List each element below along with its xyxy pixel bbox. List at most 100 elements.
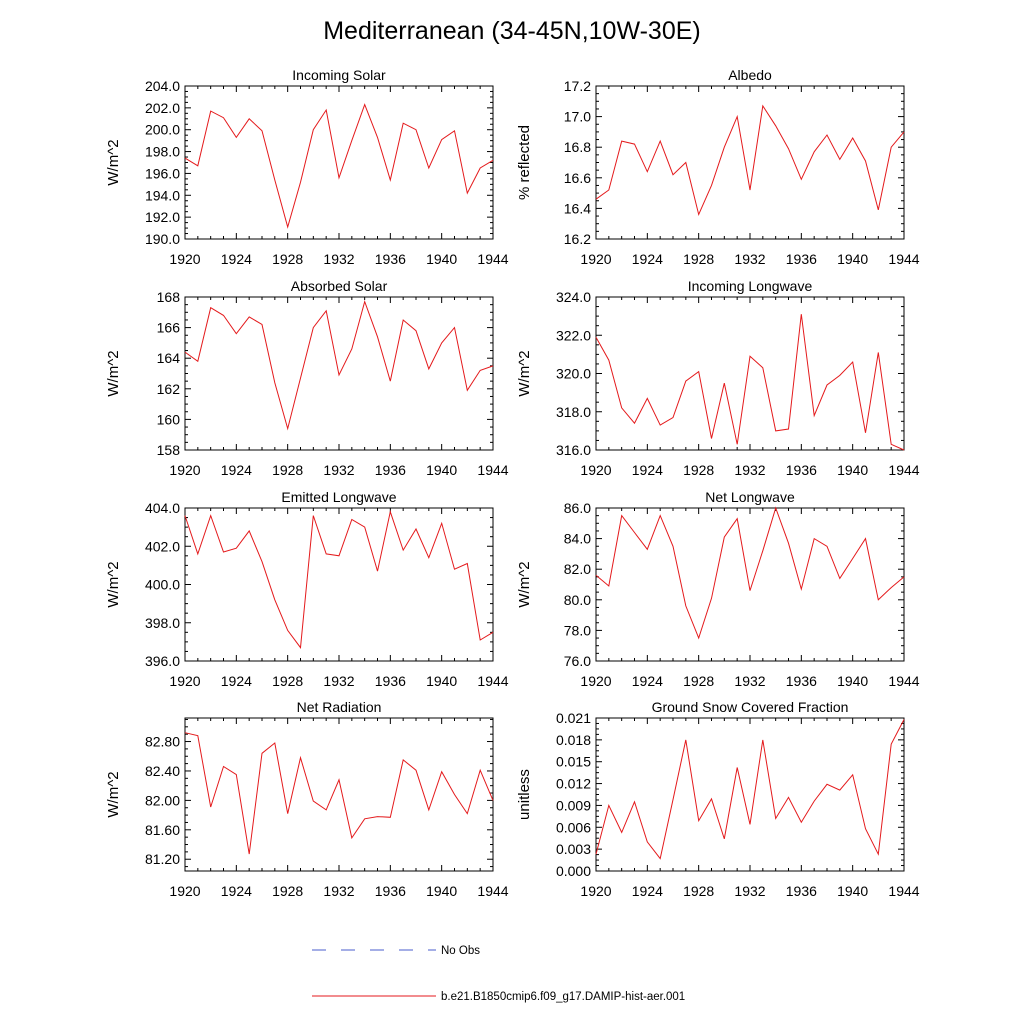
y-tick-label: 200.0 <box>145 122 180 138</box>
x-tick-label: 1920 <box>580 462 611 478</box>
x-tick-label: 1936 <box>786 883 817 899</box>
panel-title: Incoming Longwave <box>688 278 813 294</box>
y-tick-label: 198.0 <box>145 144 180 160</box>
plot-frame <box>184 85 494 240</box>
y-tick-label: 324.0 <box>556 289 591 305</box>
y-tick-label: 82.80 <box>145 734 180 750</box>
x-tick-label: 1936 <box>375 251 406 267</box>
x-tick-label: 1932 <box>323 883 354 899</box>
y-tick-label: 17.0 <box>564 109 591 125</box>
x-tick-label: 1924 <box>632 673 663 689</box>
x-tick-label: 1920 <box>580 251 611 267</box>
x-tick-label: 1944 <box>888 251 919 267</box>
x-tick-label: 1944 <box>477 462 508 478</box>
y-tick-label: 0.000 <box>556 863 591 879</box>
y-tick-label: 0.009 <box>556 797 591 813</box>
x-tick-label: 1928 <box>272 883 303 899</box>
y-axis-label: W/m^2 <box>105 139 122 185</box>
legend: No Obs b.e21.B1850cmip6.f09_g17.DAMIP-hi… <box>312 945 685 1003</box>
x-tick-label: 1936 <box>375 673 406 689</box>
panel-title: Albedo <box>728 67 772 83</box>
y-tick-label: 0.021 <box>556 710 591 726</box>
y-axis-label: W/m^2 <box>105 771 122 817</box>
y-tick-label: 158 <box>157 442 181 458</box>
x-tick-label: 1932 <box>323 673 354 689</box>
series-line <box>595 719 905 860</box>
y-tick-label: 398.0 <box>145 615 180 631</box>
figure-title: Mediterranean (34-45N,10W-30E) <box>323 17 701 45</box>
y-axis-label: W/m^2 <box>105 561 122 607</box>
y-tick-label: 81.60 <box>145 822 180 838</box>
series-line <box>595 104 905 217</box>
x-tick-label: 1928 <box>683 673 714 689</box>
x-tick-label: 1924 <box>221 883 252 899</box>
x-tick-label: 1940 <box>426 251 457 267</box>
panel-absorbed-solar: Absorbed Solar W/m^2 1920 1924 1928 1932 1936 1… <box>105 278 509 478</box>
x-tick-label: 1936 <box>786 251 817 267</box>
x-tick-label: 1924 <box>632 883 663 899</box>
y-tick-label: 84.0 <box>564 531 591 547</box>
y-tick-label: 204.0 <box>145 78 180 94</box>
x-tick-label: 1928 <box>683 883 714 899</box>
y-tick-label: 396.0 <box>145 653 180 669</box>
x-tick-label: 1932 <box>734 462 765 478</box>
y-tick-label: 400.0 <box>145 577 180 593</box>
x-tick-label: 1924 <box>221 251 252 267</box>
y-tick-label: 320.0 <box>556 366 591 382</box>
y-tick-label: 76.0 <box>564 653 591 669</box>
x-tick-label: 1936 <box>786 462 817 478</box>
x-tick-label: 1944 <box>888 462 919 478</box>
y-tick-label: 0.018 <box>556 732 591 748</box>
panels: Incoming Solar W/m^2 1920 1924 1928 1932 1936 1… <box>105 67 920 899</box>
x-tick-label: 1920 <box>580 883 611 899</box>
panel-incoming-solar: Incoming Solar W/m^2 1920 1924 1928 1932 1936 1… <box>105 67 509 267</box>
plot-frame <box>595 85 905 240</box>
x-tick-label: 1920 <box>580 673 611 689</box>
x-tick-label: 1940 <box>426 462 457 478</box>
y-tick-label: 196.0 <box>145 165 180 181</box>
x-tick-label: 1936 <box>375 883 406 899</box>
panel-incoming-longwave: Incoming Longwave W/m^2 1920 1924 1928 1932 19… <box>516 278 920 478</box>
x-tick-label: 1920 <box>169 462 200 478</box>
x-tick-label: 1936 <box>375 462 406 478</box>
series-line <box>595 314 905 451</box>
panel-title: Incoming Solar <box>292 67 386 83</box>
x-tick-label: 1944 <box>888 883 919 899</box>
plot-frame <box>184 717 494 872</box>
x-tick-label: 1932 <box>734 251 765 267</box>
x-tick-label: 1924 <box>221 673 252 689</box>
legend-label-model: b.e21.B1850cmip6.f09_g17.DAMIP-hist-aer.… <box>441 991 685 1003</box>
y-axis-label: W/m^2 <box>105 350 122 396</box>
x-tick-label: 1936 <box>786 673 817 689</box>
y-tick-label: 322.0 <box>556 327 591 343</box>
x-tick-label: 1928 <box>272 462 303 478</box>
y-tick-label: 0.003 <box>556 841 591 857</box>
panel-albedo: Albedo % reflected 1920 1924 1928 1932 1936 194… <box>516 67 920 267</box>
y-tick-label: 162 <box>157 381 181 397</box>
y-tick-label: 404.0 <box>145 500 180 516</box>
y-tick-label: 166 <box>157 320 181 336</box>
series-line <box>595 506 905 640</box>
y-axis-label: W/m^2 <box>516 350 533 396</box>
panel-emitted-longwave: Emitted Longwave W/m^2 1920 1924 1928 1932 193… <box>105 489 509 689</box>
panel-title: Net Longwave <box>705 489 795 505</box>
x-tick-label: 1924 <box>221 462 252 478</box>
plot-frame <box>595 507 905 662</box>
x-tick-label: 1940 <box>837 462 868 478</box>
y-tick-label: 80.0 <box>564 592 591 608</box>
y-tick-label: 0.012 <box>556 776 591 792</box>
x-tick-label: 1920 <box>169 673 200 689</box>
panel-title: Absorbed Solar <box>291 278 388 294</box>
y-tick-label: 402.0 <box>145 538 180 554</box>
legend-label-no-obs: No Obs <box>441 945 480 957</box>
x-tick-label: 1932 <box>734 883 765 899</box>
series-line <box>184 732 494 855</box>
x-tick-label: 1944 <box>477 251 508 267</box>
x-tick-label: 1944 <box>888 673 919 689</box>
y-tick-label: 82.40 <box>145 763 180 779</box>
panel-ground-snow-covered-fraction: Ground Snow Covered Fraction unitless 1920… <box>516 699 920 899</box>
x-tick-label: 1920 <box>169 251 200 267</box>
plot-frame <box>184 507 494 662</box>
x-tick-label: 1944 <box>477 673 508 689</box>
